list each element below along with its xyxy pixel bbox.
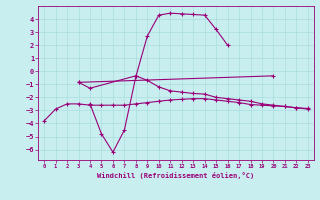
X-axis label: Windchill (Refroidissement éolien,°C): Windchill (Refroidissement éolien,°C) — [97, 172, 255, 179]
